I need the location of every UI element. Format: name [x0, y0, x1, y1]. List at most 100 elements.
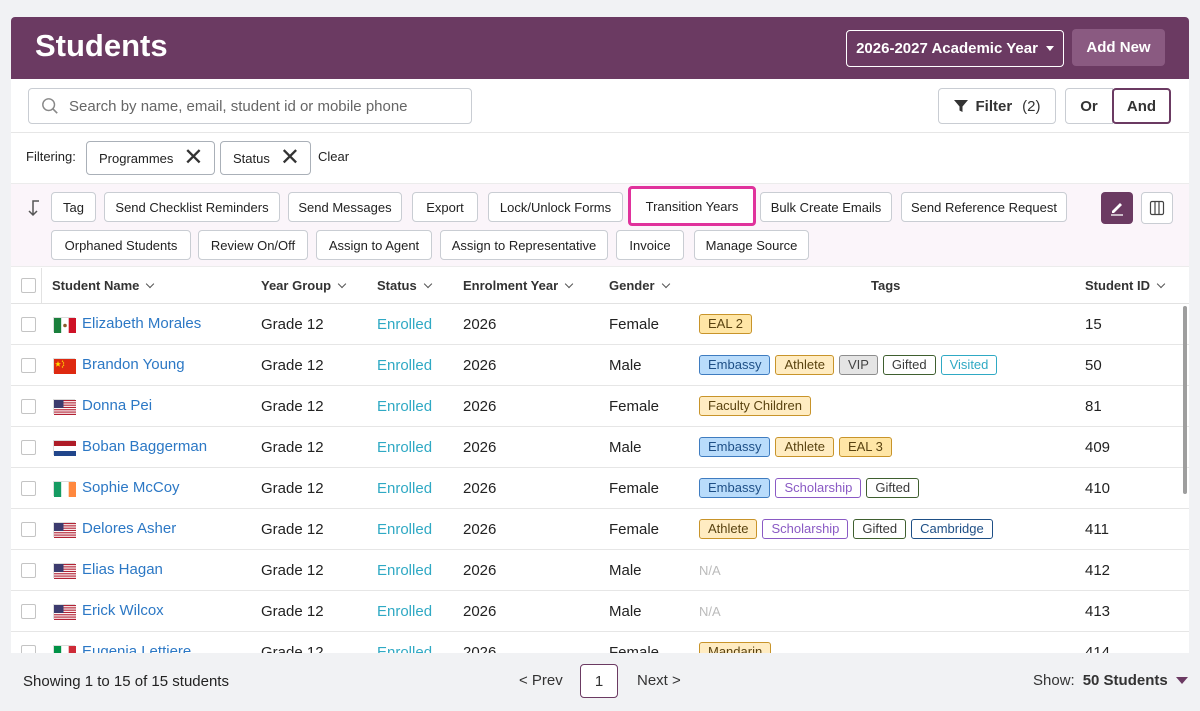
table-row[interactable]: Eugenia Lettiere Grade 12 Enrolled 2026 Fema… [11, 632, 1189, 653]
row-checkbox[interactable] [21, 317, 36, 332]
column-header-status[interactable]: Status [377, 278, 432, 293]
flag-usa-icon [53, 399, 76, 415]
table-body: Elizabeth Morales Grade 12 Enrolled 2026 Fem… [11, 304, 1189, 653]
manage-source-button[interactable]: Manage Source [694, 230, 809, 260]
student-name-link[interactable]: Elizabeth Morales [82, 315, 202, 332]
column-header-enrolment-year[interactable]: Enrolment Year [463, 278, 574, 293]
column-header-year-group[interactable]: Year Group [261, 278, 347, 293]
student-name-link[interactable]: Delores Asher [82, 520, 177, 537]
bulk-actions-bar: Tag Send Checklist Reminders Send Messag… [11, 183, 1189, 267]
student-name-link[interactable]: Eugenia Lettiere [82, 643, 192, 653]
status-cell: Enrolled [377, 644, 433, 653]
row-checkbox[interactable] [21, 358, 36, 373]
send-checklist-reminders-button[interactable]: Send Checklist Reminders [104, 192, 280, 222]
or-toggle[interactable]: Or [1065, 88, 1113, 124]
student-name-link[interactable]: Elias Hagan [82, 561, 163, 578]
next-page-link[interactable]: Next > [637, 672, 681, 689]
row-checkbox[interactable] [21, 563, 36, 578]
tag-button[interactable]: Tag [51, 192, 96, 222]
tag-badge: Gifted [866, 478, 920, 498]
lock-unlock-forms-button[interactable]: Lock/Unlock Forms [488, 192, 623, 222]
filter-button[interactable]: Filter (2) [938, 88, 1056, 124]
assign-to-agent-button[interactable]: Assign to Agent [316, 230, 432, 260]
columns-button[interactable] [1141, 192, 1173, 224]
flag-netherlands-icon [53, 440, 76, 456]
column-header-student-name[interactable]: Student Name [52, 278, 155, 293]
status-cell: Enrolled [377, 357, 433, 374]
page-title: Students [35, 28, 168, 63]
row-checkbox[interactable] [21, 399, 36, 414]
table-row[interactable]: Brandon Young Grade 12 Enrolled 2026 Male Emb… [11, 345, 1189, 386]
student-id-cell: 412 [1085, 562, 1111, 579]
bulk-create-emails-button[interactable]: Bulk Create Emails [760, 192, 892, 222]
table-row[interactable]: Sophie McCoy Grade 12 Enrolled 2026 Female Em… [11, 468, 1189, 509]
student-id-cell: 411 [1085, 521, 1109, 538]
prev-page-link[interactable]: < Prev [519, 672, 563, 689]
tags-cell: Athlete Scholarship Gifted Cambridge [699, 519, 993, 539]
invoice-button[interactable]: Invoice [616, 230, 684, 260]
table-row[interactable]: Elias Hagan Grade 12 Enrolled 2026 Male N/A 41… [11, 550, 1189, 591]
gender-cell: Female [609, 316, 660, 333]
status-cell: Enrolled [377, 398, 433, 415]
close-icon[interactable]: ✕ [183, 144, 204, 171]
student-name-link[interactable]: Brandon Young [82, 356, 185, 373]
student-name-link[interactable]: Donna Pei [82, 397, 153, 414]
column-label: Tags [871, 278, 901, 293]
tags-cell: Embassy Athlete VIP Gifted Visited [699, 355, 998, 375]
search-input[interactable] [69, 97, 449, 115]
gender-cell: Male [609, 603, 642, 620]
table-row[interactable]: Boban Baggerman Grade 12 Enrolled 2026 Male E… [11, 427, 1189, 468]
column-header-gender[interactable]: Gender [609, 278, 670, 293]
row-checkbox[interactable] [21, 604, 36, 619]
table-row[interactable]: Donna Pei Grade 12 Enrolled 2026 Female Facul… [11, 386, 1189, 427]
column-label: Student Name [52, 278, 140, 293]
funnel-icon [954, 100, 969, 112]
tag-badge: Athlete [775, 437, 834, 457]
status-cell: Enrolled [377, 480, 433, 497]
chevron-down-icon [423, 279, 432, 288]
column-divider [41, 268, 42, 304]
row-checkbox[interactable] [21, 645, 36, 653]
row-checkbox[interactable] [21, 481, 36, 496]
page-number-button[interactable]: 1 [580, 664, 618, 698]
academic-year-dropdown[interactable]: 2026-2027 Academic Year [846, 30, 1064, 67]
select-all-checkbox[interactable] [21, 278, 36, 293]
transition-years-button[interactable]: Transition Years [628, 186, 756, 226]
row-checkbox[interactable] [21, 522, 36, 537]
clear-filters-link[interactable]: Clear [318, 149, 350, 164]
send-messages-button[interactable]: Send Messages [288, 192, 402, 222]
tag-badge: EAL 3 [838, 437, 892, 457]
row-checkbox[interactable] [21, 440, 36, 455]
tag-badge: Embassy [699, 478, 771, 498]
close-icon[interactable]: ✕ [279, 144, 300, 171]
table-row[interactable]: Elizabeth Morales Grade 12 Enrolled 2026 Fem… [11, 304, 1189, 345]
student-name-link[interactable]: Erick Wilcox [82, 602, 164, 619]
table-row[interactable]: Erick Wilcox Grade 12 Enrolled 2026 Male N/A 4… [11, 591, 1189, 632]
enrolment-year-cell: 2026 [463, 480, 497, 497]
filter-chip-status[interactable]: Status ✕ [220, 141, 311, 175]
scrollbar[interactable] [1183, 306, 1187, 494]
filter-chip-programmes[interactable]: Programmes ✕ [86, 141, 215, 175]
column-header-student-id[interactable]: Student ID [1085, 278, 1166, 293]
tags-cell: Embassy Scholarship Gifted [699, 478, 920, 498]
export-button[interactable]: Export [412, 192, 478, 222]
flag-usa-icon [53, 563, 76, 579]
chevron-down-icon [146, 279, 155, 288]
orphaned-students-button[interactable]: Orphaned Students [51, 230, 191, 260]
tag-badge: Athlete [775, 355, 834, 375]
chevron-down-icon [337, 279, 347, 288]
column-label: Enrolment Year [463, 278, 559, 293]
student-name-link[interactable]: Boban Baggerman [82, 438, 208, 455]
send-reference-request-button[interactable]: Send Reference Request [901, 192, 1067, 222]
tag-badge: Faculty Children [699, 396, 811, 416]
page-size-selector[interactable]: Show: 50 Students [1033, 672, 1188, 689]
review-on-off-button[interactable]: Review On/Off [198, 230, 308, 260]
tag-badge: Cambridge [911, 519, 993, 539]
tag-badge: VIP [838, 355, 878, 375]
student-name-link[interactable]: Sophie McCoy [82, 479, 180, 496]
assign-to-representative-button[interactable]: Assign to Representative [440, 230, 608, 260]
edit-button[interactable] [1101, 192, 1133, 224]
add-new-button[interactable]: Add New [1072, 29, 1165, 66]
and-toggle[interactable]: And [1112, 88, 1171, 124]
table-row[interactable]: Delores Asher Grade 12 Enrolled 2026 Female A… [11, 509, 1189, 550]
